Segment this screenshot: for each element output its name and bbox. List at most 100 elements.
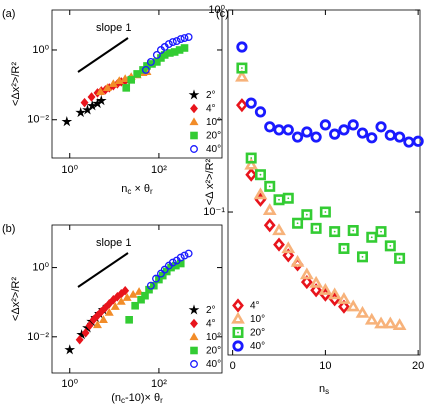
slope-line [77, 252, 129, 288]
marker-dot [296, 222, 299, 225]
marker-dot [380, 230, 382, 233]
marker [92, 320, 102, 329]
marker [75, 335, 84, 345]
y-axis-label: <Δ x²>/R² [204, 158, 216, 205]
marker [374, 316, 388, 329]
legend-label: 4° [206, 103, 216, 114]
marker [127, 76, 135, 84]
legend-label: 2° [206, 90, 216, 101]
marker [319, 119, 331, 131]
marker [309, 275, 323, 288]
marker [108, 79, 118, 87]
legend-marker [190, 103, 198, 114]
marker [310, 222, 322, 234]
marker [403, 136, 415, 148]
legend-marker [232, 298, 244, 313]
marker [236, 41, 248, 53]
marker [134, 287, 144, 295]
marker [172, 37, 181, 46]
marker [146, 57, 155, 66]
marker-dot [287, 197, 290, 200]
marker [131, 301, 139, 310]
marker [273, 237, 285, 252]
marker [125, 316, 133, 324]
marker [412, 135, 424, 147]
marker-dot [241, 67, 243, 69]
marker [366, 132, 378, 144]
marker [180, 34, 189, 42]
marker [137, 295, 145, 304]
marker [116, 296, 126, 305]
marker-dot [324, 211, 327, 213]
x-tick-label: 10² [151, 378, 167, 390]
marker [290, 254, 305, 267]
legend-marker [190, 346, 198, 355]
marker [152, 51, 161, 59]
marker [272, 223, 286, 236]
marker [356, 127, 369, 139]
legend-label: 10° [206, 332, 221, 343]
y-axis-label: <Δx²>/R² [10, 277, 22, 321]
marker [273, 124, 285, 136]
x-tick-label: 10² [151, 164, 167, 176]
marker-dot [343, 247, 345, 250]
legend-label: 10° [250, 314, 265, 325]
marker [375, 121, 387, 133]
marker [292, 217, 304, 229]
marker [245, 97, 257, 109]
marker [180, 44, 189, 52]
marker [264, 180, 276, 192]
marker [97, 306, 106, 317]
marker [176, 35, 185, 43]
legend-marker [232, 326, 244, 338]
panel-label: (c) [216, 8, 229, 20]
marker [95, 95, 107, 106]
y-tick-label: 10⁻² [27, 114, 49, 126]
legend-marker [190, 360, 198, 368]
marker [392, 318, 407, 330]
y-axis-label: <Δx²>/R² [10, 62, 22, 106]
marker [80, 97, 89, 108]
x-tick-label: 0 [230, 360, 236, 372]
marker [347, 225, 359, 237]
marker [310, 131, 322, 143]
marker [346, 299, 361, 312]
legend-marker [189, 332, 199, 341]
marker [86, 100, 98, 111]
plot-frame [51, 224, 223, 374]
legend-marker [188, 89, 200, 100]
marker [318, 283, 333, 295]
legend-marker [231, 311, 245, 324]
legend-label: 4° [250, 300, 260, 311]
marker [347, 119, 359, 131]
marker [122, 293, 132, 301]
marker [184, 249, 193, 258]
marker [394, 252, 406, 264]
marker [282, 248, 295, 263]
marker [104, 307, 114, 316]
marker [105, 299, 114, 309]
marker [121, 285, 130, 296]
marker [262, 203, 277, 215]
marker [364, 312, 379, 325]
marker-dot [370, 236, 373, 239]
marker-dot [268, 185, 271, 188]
x-axis-label: ns​ [319, 383, 329, 396]
marker [253, 187, 268, 200]
marker [338, 299, 350, 314]
plot-frame [227, 9, 421, 356]
marker [319, 206, 331, 218]
x-tick-label: 20 [412, 360, 424, 372]
marker [160, 265, 169, 274]
marker [383, 316, 398, 329]
marker [301, 209, 313, 221]
marker [168, 38, 177, 46]
marker [282, 124, 294, 136]
marker [152, 274, 160, 283]
legend-marker [188, 304, 200, 315]
marker-dot [237, 331, 239, 334]
legend-label: 4° [206, 318, 216, 329]
marker [236, 98, 248, 113]
y-tick-label: 10⁰ [208, 4, 225, 16]
marker [96, 87, 106, 95]
